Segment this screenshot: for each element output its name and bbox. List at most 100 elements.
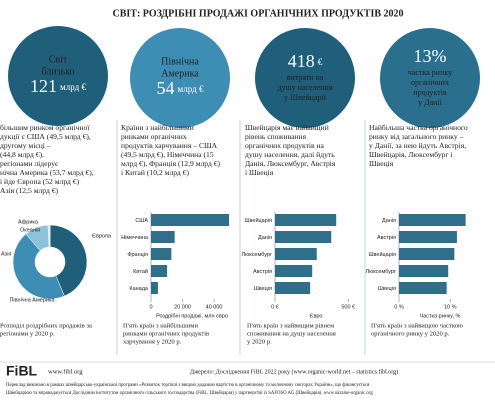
column-text: і йде Європа (52 млрд €)	[0, 177, 80, 186]
x-tick-label: 0	[149, 304, 152, 310]
pie-label: Північна Америка	[9, 297, 55, 303]
bar	[399, 231, 457, 243]
bar	[151, 282, 158, 294]
chart-caption: П'ять країн з найвищою часткою	[371, 323, 463, 330]
y-tick-label: Люксембург	[241, 252, 272, 258]
x-tick-label: 40 000	[206, 304, 223, 310]
bar	[399, 282, 447, 294]
y-tick-label: Люксембург	[365, 269, 396, 275]
y-tick-label: Австрія	[377, 235, 396, 241]
column-text: рівень споживання	[245, 132, 307, 141]
column-text: (44,8 млрд €).	[0, 150, 44, 159]
bar	[151, 248, 172, 260]
column-text: ринку від загального ринку –	[369, 132, 464, 141]
column-text: ринками органічних	[121, 132, 187, 141]
highlight-text: у Швейцарії	[284, 93, 327, 102]
chart-caption: П'ять країн з найвищим рівнем	[247, 323, 335, 330]
x-axis-label: Євро	[310, 313, 323, 319]
chart-caption: у 2020 р.	[247, 339, 272, 346]
chart-caption: органічного ринку у 2020 р.	[371, 331, 450, 338]
highlight-circle	[8, 26, 108, 126]
chart-caption: регіонами у 2020 р.	[0, 331, 55, 338]
y-tick-label: Китай	[133, 268, 148, 275]
column-text: Швеція	[369, 159, 394, 168]
chart-caption: споживання на душу населення	[247, 331, 336, 338]
highlight-text: близько	[41, 66, 74, 77]
y-tick-label: Данія	[258, 235, 272, 241]
bar	[151, 214, 230, 226]
bar	[151, 231, 175, 243]
pie-label: Азія	[1, 251, 11, 257]
bar	[399, 265, 449, 277]
chart-caption: ринками органічних продуктів	[123, 331, 209, 338]
highlight-text: Світ	[49, 54, 68, 65]
highlight-text: Америка	[161, 68, 199, 79]
pie-label: Європа	[92, 233, 112, 239]
figure: 418	[288, 51, 315, 71]
pie-label: Африка	[18, 219, 39, 225]
unit: млрд €	[60, 82, 86, 92]
column-text: Країни з найбільшими	[121, 123, 194, 132]
bar	[275, 248, 317, 260]
y-tick-label: США	[135, 218, 148, 224]
column-text: душу населення, далі йдуть	[245, 150, 335, 159]
highlight-text: органічних	[411, 78, 449, 87]
y-tick-label: Швеція	[378, 286, 396, 292]
figure: 13%	[414, 46, 447, 66]
highlight-text: у Данії	[418, 98, 443, 107]
highlight-circle	[130, 28, 230, 128]
bar	[275, 214, 337, 226]
y-tick-label: Канада	[129, 286, 149, 292]
column-text: Данія, Люксембург, Австрія	[245, 159, 336, 168]
y-tick-label: Швейцарія	[369, 251, 397, 258]
x-tick-label: 10 %	[444, 304, 457, 310]
highlight-circle	[255, 28, 355, 128]
figure: 121	[30, 76, 57, 96]
column-text: Швейцарія, Люксембург і	[369, 150, 453, 159]
bar	[275, 282, 311, 294]
x-tick-label: 0 %	[394, 304, 404, 310]
y-tick-label: Швеція	[254, 286, 272, 292]
title: СВІТ: РОЗДРІБНІ ПРОДАЖІ ОРГАНІЧНИХ ПРОДУ…	[112, 8, 403, 19]
column-text: Найбільша частка органічного	[369, 123, 468, 132]
highlight-text: продуктів	[413, 88, 447, 97]
unit: млрд €	[178, 84, 204, 94]
unit: €	[318, 57, 323, 67]
footer-source: Джерело: Дослідження FiBL 2022 року (www…	[190, 368, 398, 375]
column-text: і Китай (10,2 млрд €)	[121, 168, 189, 177]
footer-note: Швейцарією та впроваджується Дослідним і…	[6, 391, 373, 396]
logo: FiBL	[6, 363, 38, 379]
column-text: другому місці –	[0, 141, 51, 150]
chart-caption: харчування у 2020 р.	[123, 339, 182, 346]
y-tick-label: Німеччина	[121, 235, 149, 241]
column-text: Азія (12,5 млрд €)	[0, 186, 59, 195]
figure: 54	[157, 78, 175, 98]
column-text: регіонами лідерує	[0, 159, 59, 168]
x-tick-label: 0 €	[271, 304, 279, 310]
bar	[275, 231, 332, 243]
highlight-circle	[380, 28, 480, 128]
highlight-figure: 418 €	[288, 51, 323, 71]
pie-slice	[49, 224, 88, 297]
chart-caption: П'ять країн з найбільшими	[123, 323, 198, 330]
x-axis-label: Частка ринку, %	[420, 313, 461, 319]
highlight-figure: 121 млрд €	[30, 76, 86, 96]
highlight-text: витрати на	[287, 73, 324, 82]
pie-slice	[12, 233, 65, 300]
y-tick-label: Швейцарія	[245, 217, 273, 224]
y-tick-label: Австрія	[253, 269, 272, 275]
column-text: органічних продуктів на	[245, 141, 325, 150]
highlight-figure: 13%	[414, 46, 447, 66]
chart-caption: Розподіл роздрібних продажів за	[0, 323, 92, 330]
y-tick-label: Данія	[382, 218, 396, 224]
column-text: нічна Америка (53,7 млрд €),	[0, 168, 94, 177]
x-tick-label: 20 000	[174, 304, 191, 310]
column-text: у Данії, за нею йдуть Австрія,	[369, 141, 466, 150]
highlight-text: частка ринку	[408, 68, 452, 77]
footer-site: www.fibl.org	[48, 368, 83, 375]
x-axis-label: Роздрібні продажі, млн євро	[156, 313, 228, 319]
bar	[399, 214, 466, 226]
column-text: Швейцарія має найвищий	[245, 123, 329, 132]
column-text: млрд €), Франція (12,9 млрд €)	[121, 159, 221, 168]
